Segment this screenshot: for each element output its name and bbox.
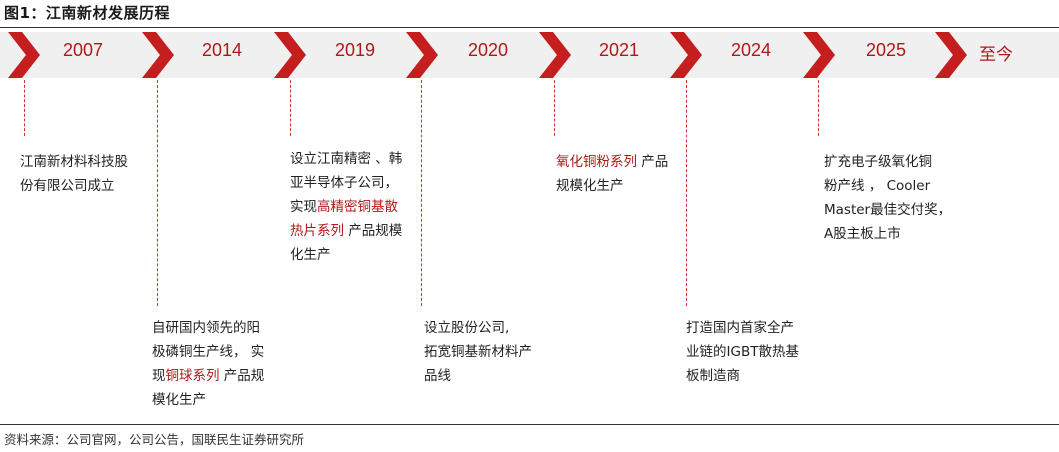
figure-title: 图1：江南新材发展历程 [4,4,170,22]
chevron-icon [539,32,571,78]
connector-line [290,80,291,136]
year-label: 至今 [979,45,1013,65]
chevron-icon [8,32,40,78]
year-label: 2025 [865,40,907,60]
title-divider [0,27,1059,28]
milestone-text: 扩充电子级氧化铜 粉产线 ， Cooler Master最佳交付奖， A股主板上… [824,154,952,242]
chevron-icon [274,32,306,78]
milestone-text: 氧化铜粉系列 产品 规模化生产 [556,154,669,194]
chevron-icon [670,32,702,78]
year-label: 2007 [62,40,104,60]
highlight-text: 铜球系列 [165,368,220,384]
year-label: 2021 [598,40,640,60]
year-label: 2020 [467,40,509,60]
chevron-icon [142,32,174,78]
timeline-band [0,32,1059,78]
timeline-background [0,32,1059,78]
milestone-text: 设立江南精密 、韩 亚半导体子公司， 实现高精密铜基散 热片系列 产品规模 化生… [290,151,403,263]
year-label: 2014 [201,40,243,60]
milestone-text: 江南新材料科技股 份有限公司成立 [20,154,128,194]
highlight-text: 高精密铜基散 [317,199,398,215]
chevron-icon [406,32,438,78]
source-note: 资料来源：公司官网，公司公告，国联民生证券研究所 [4,432,305,447]
highlight-text: 氧化铜粉系列 [556,154,637,170]
connector-line [157,80,158,306]
milestone-text: 自研国内领先的阳 极磷铜生产线， 实 现铜球系列 产品规 模化生产 [152,320,265,408]
connector-line [24,80,25,136]
milestone-text: 打造国内首家全产 业链的IGBT散热基 板制造商 [686,320,799,384]
highlight-text: 热片系列 [290,223,344,239]
connector-line [818,80,819,136]
footer-divider [0,424,1059,425]
year-label: 2024 [730,40,772,60]
chevron-icon [803,32,835,78]
milestone-text: 设立股份公司, 拓宽铜基新材料产 品线 [424,320,532,384]
chevron-icon [935,32,967,78]
connector-line [686,80,687,306]
year-label: 2019 [334,40,376,60]
connector-line [554,80,555,136]
connector-line [421,80,422,306]
